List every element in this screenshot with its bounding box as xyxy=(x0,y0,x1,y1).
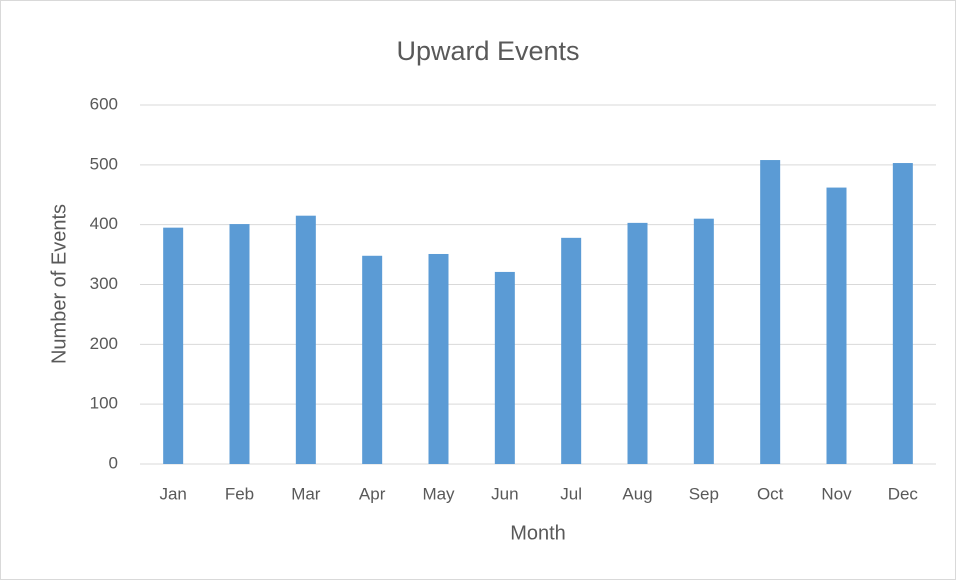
bar xyxy=(760,160,781,464)
y-tick-label: 100 xyxy=(90,394,118,413)
bar xyxy=(892,163,913,464)
x-tick-label: Jan xyxy=(159,484,186,503)
y-tick-label: 500 xyxy=(90,154,118,173)
y-axis-title: Number of Events xyxy=(48,204,70,364)
y-tick-label: 300 xyxy=(90,274,118,293)
bar xyxy=(229,224,250,464)
chart-title: Upward Events xyxy=(396,36,579,66)
x-tick-label: Jun xyxy=(491,484,518,503)
x-tick-label: Aug xyxy=(622,484,652,503)
bar xyxy=(428,253,449,464)
y-tick-label: 200 xyxy=(90,334,118,353)
x-tick-label: Apr xyxy=(359,484,386,503)
x-tick-label: Oct xyxy=(757,484,784,503)
bar xyxy=(362,255,383,464)
x-tick-label: Mar xyxy=(291,484,321,503)
x-tick-label: Sep xyxy=(689,484,719,503)
x-tick-label: Nov xyxy=(821,484,852,503)
y-tick-label: 400 xyxy=(90,214,118,233)
bar xyxy=(561,237,582,464)
bar xyxy=(494,271,515,464)
bar xyxy=(627,222,648,464)
x-tick-label: Feb xyxy=(225,484,254,503)
x-tick-label: Dec xyxy=(888,484,919,503)
bar xyxy=(693,218,714,464)
bar xyxy=(295,215,316,464)
x-tick-label: Jul xyxy=(560,484,582,503)
bar xyxy=(826,187,847,464)
y-tick-label: 0 xyxy=(109,453,118,472)
x-axis-title: Month xyxy=(510,522,566,544)
bar xyxy=(163,227,184,464)
x-tick-label: May xyxy=(422,484,455,503)
y-tick-label: 600 xyxy=(90,94,118,113)
